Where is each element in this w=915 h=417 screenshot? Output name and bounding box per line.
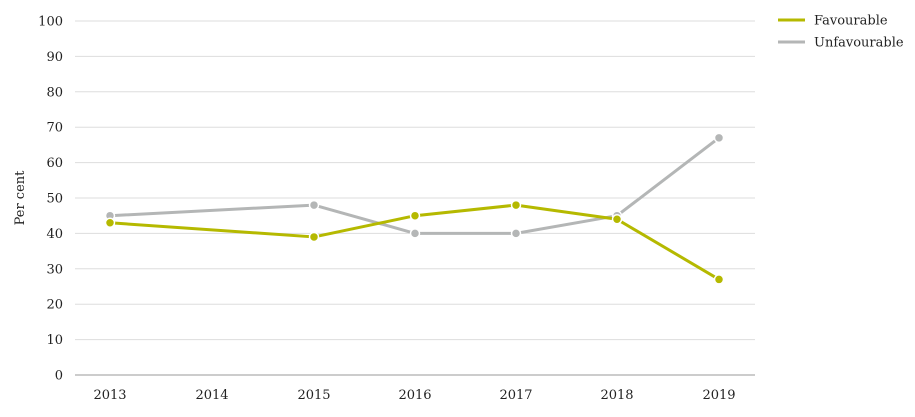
data-point-unfavourable-2017[interactable]: [510, 228, 522, 239]
series-favourable: [104, 199, 725, 285]
data-point-favourable-2013[interactable]: [104, 217, 116, 229]
legend-label: Favourable: [814, 14, 888, 29]
series-unfavourable: [104, 132, 725, 239]
data-point-unfavourable-2015[interactable]: [308, 199, 320, 211]
y-tick-label: 30: [46, 262, 63, 277]
data-point-unfavourable-2016[interactable]: [409, 228, 421, 239]
legend-label: Unfavourable: [814, 36, 904, 51]
data-point-favourable-2017[interactable]: [510, 199, 522, 211]
y-axis-title: Per cent: [13, 170, 28, 226]
y-tick-label: 60: [46, 156, 63, 171]
data-point-unfavourable-2019[interactable]: [713, 132, 725, 144]
legend-item-favourable[interactable]: Favourable: [778, 14, 888, 29]
y-tick-label: 0: [55, 369, 63, 384]
y-tick-label: 100: [38, 15, 63, 30]
series-line-favourable: [108, 203, 721, 281]
x-tick-label: 2014: [195, 388, 228, 403]
x-tick-label: 2015: [297, 388, 330, 403]
y-tick-label: 50: [46, 192, 63, 207]
series-layer: [104, 132, 725, 285]
x-tick-label: 2013: [93, 388, 126, 403]
x-tick-label: 2017: [499, 388, 532, 403]
y-tick-labels: 0 10 20 30 40 50 60 70 80 90 100: [38, 15, 63, 384]
y-tick-label: 10: [46, 333, 63, 348]
x-tick-label: 2016: [398, 388, 431, 403]
data-point-favourable-2016[interactable]: [409, 210, 421, 221]
data-point-favourable-2019[interactable]: [713, 274, 725, 285]
y-tick-label: 20: [46, 298, 63, 313]
x-tick-label: 2018: [600, 388, 633, 403]
grid-layer: [75, 20, 755, 341]
y-tick-label: 40: [46, 227, 63, 242]
x-tick-label: 2019: [702, 388, 735, 403]
y-tick-label: 70: [46, 121, 63, 136]
y-tick-label: 80: [46, 85, 63, 100]
y-tick-label: 90: [46, 50, 63, 65]
legend: Favourable Unfavourable: [778, 14, 904, 51]
data-point-favourable-2018[interactable]: [611, 213, 623, 225]
x-tick-labels: 2013 2014 2015 2016 2017 2018 2019: [93, 388, 735, 403]
legend-item-unfavourable[interactable]: Unfavourable: [778, 36, 904, 51]
data-point-favourable-2015[interactable]: [308, 231, 320, 243]
series-line-unfavourable: [108, 136, 721, 235]
